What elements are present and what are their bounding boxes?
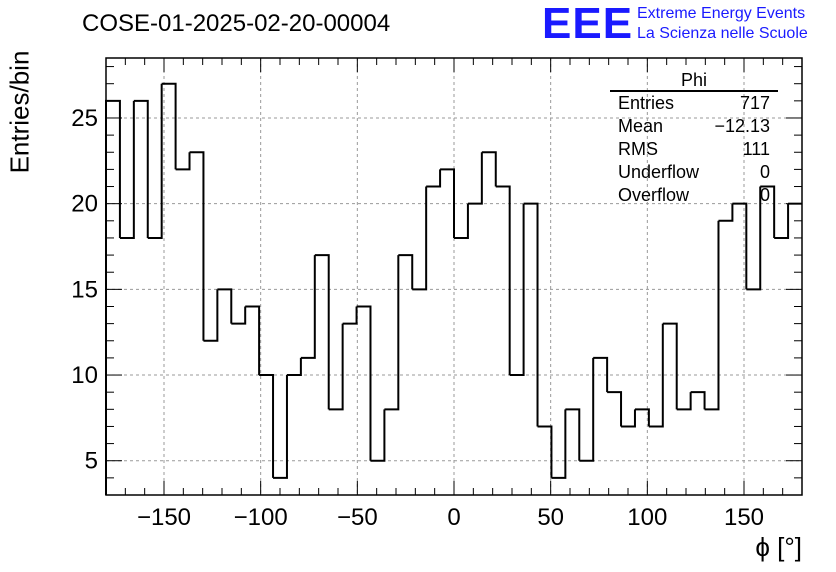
histogram-bin — [593, 356, 609, 393]
histogram-bin — [440, 168, 455, 238]
stats-box-rule — [610, 90, 778, 92]
histogram-bin — [746, 186, 762, 291]
x-tick-label: 150 — [724, 504, 764, 531]
histogram-bin — [704, 220, 720, 411]
histogram-bin — [203, 289, 219, 342]
run-title: COSE-01-2025-02-20-00004 — [82, 10, 391, 37]
tick-labels: −150 −100 −50 0 50 100 150 5 10 15 20 25 — [71, 105, 764, 531]
histogram-bin — [342, 306, 358, 325]
y-tick-label: 20 — [71, 191, 98, 218]
histogram-bin — [161, 82, 177, 170]
x-tick-label: −50 — [337, 504, 378, 531]
stats-value: 717 — [739, 93, 770, 113]
stats-value: −12.13 — [714, 116, 770, 136]
stats-key: Underflow — [618, 162, 700, 182]
histogram-bin — [189, 151, 205, 341]
histogram-bin — [509, 203, 525, 377]
histogram-bin — [370, 409, 386, 462]
histogram-bin — [384, 255, 400, 411]
stats-value: 0 — [759, 185, 770, 205]
histogram-bin — [690, 391, 706, 410]
histogram-bin — [467, 152, 483, 205]
y-tick-label: 5 — [85, 448, 98, 475]
x-axis-label: ϕ [°] — [755, 532, 802, 562]
x-tick-label: −100 — [234, 504, 288, 531]
histogram-bin — [551, 409, 567, 479]
logo-line-2: La Scienza nelle Scuole — [637, 25, 808, 42]
histogram-bin — [314, 254, 330, 410]
x-tick-label: 0 — [447, 504, 460, 531]
histogram-bin — [412, 186, 428, 291]
histogram-bin — [607, 391, 623, 427]
histogram-bin — [523, 202, 539, 427]
histogram-bin — [356, 305, 372, 461]
stats-key: Overflow — [618, 185, 690, 205]
histogram-bin — [398, 254, 414, 290]
y-tick-label: 25 — [71, 105, 98, 132]
histogram-bars — [105, 82, 802, 495]
histogram-bin — [175, 152, 191, 171]
histogram-bin — [217, 288, 233, 324]
stats-value: 0 — [759, 162, 770, 182]
histogram-bin — [105, 99, 121, 495]
histogram-bin — [286, 357, 302, 377]
stats-row-underflow: Underflow 0 — [618, 162, 770, 184]
histogram-bin — [565, 408, 581, 461]
stats-value: 111 — [742, 139, 770, 159]
stats-box-title: Phi — [680, 70, 707, 90]
histogram-bin — [760, 185, 776, 238]
histogram-bin — [662, 322, 678, 410]
x-tick-label: 50 — [537, 504, 564, 531]
y-axis-label: Entries/bin — [4, 50, 35, 174]
histogram-bin — [718, 203, 734, 222]
y-tick-label: 10 — [71, 362, 98, 389]
histogram-bin — [454, 203, 469, 239]
x-tick-label: 100 — [627, 504, 667, 531]
histogram-bin — [328, 323, 344, 411]
histogram-bin — [259, 374, 275, 478]
histogram-bin — [621, 409, 636, 428]
histogram-bin — [732, 202, 748, 290]
stats-row-overflow: Overflow 0 — [618, 185, 770, 207]
histogram-bin — [648, 323, 664, 428]
eee-logo: EEE — [542, 0, 634, 48]
histogram-bin — [426, 169, 442, 188]
stats-row-entries: Entries 717 — [618, 93, 770, 115]
histogram-bin — [495, 185, 511, 376]
histogram-bin — [231, 306, 247, 325]
histogram-bin — [579, 357, 595, 462]
histogram-bin — [119, 100, 135, 239]
stats-key: Entries — [618, 93, 675, 113]
logo-line-1: Extreme Energy Events — [637, 5, 806, 22]
histogram-bin — [147, 83, 163, 239]
histogram-bin — [133, 99, 149, 238]
y-tick-label: 15 — [71, 276, 98, 303]
stats-row-mean: Mean −12.13 — [618, 116, 770, 138]
x-tick-label: −150 — [137, 504, 191, 531]
histogram-bin — [481, 151, 497, 187]
histogram-bin — [245, 305, 261, 376]
histogram-bin — [676, 392, 692, 411]
stats-key: RMS — [618, 139, 658, 159]
axis-ticks — [105, 58, 803, 495]
stats-row-rms: RMS 111 — [618, 139, 770, 161]
histogram-bin — [774, 203, 790, 239]
stats-key: Mean — [618, 116, 664, 136]
histogram-bin — [537, 425, 553, 478]
histogram-bin — [273, 375, 288, 479]
histogram-bin — [300, 255, 316, 359]
histogram-bin — [634, 408, 650, 427]
